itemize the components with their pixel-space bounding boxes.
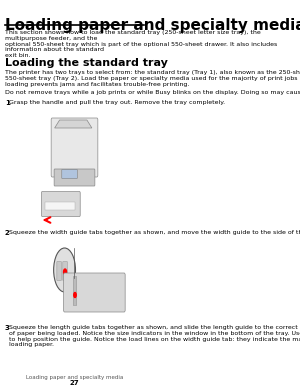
FancyBboxPatch shape (57, 262, 61, 281)
FancyBboxPatch shape (41, 192, 80, 217)
FancyBboxPatch shape (54, 169, 95, 186)
Text: Squeeze the length guide tabs together as shown, and slide the length guide to t: Squeeze the length guide tabs together a… (9, 325, 300, 347)
FancyBboxPatch shape (73, 277, 77, 305)
Circle shape (74, 293, 76, 298)
Text: 27: 27 (70, 380, 79, 386)
FancyBboxPatch shape (62, 170, 77, 178)
FancyBboxPatch shape (45, 202, 74, 210)
FancyBboxPatch shape (51, 118, 98, 177)
FancyBboxPatch shape (63, 262, 67, 281)
Text: Loading paper and specialty media: Loading paper and specialty media (5, 18, 300, 33)
Text: This section shows how to load the standard tray (250-sheet letter size tray), t: This section shows how to load the stand… (5, 30, 277, 58)
Text: The printer has two trays to select from: the standard tray (Tray 1), also known: The printer has two trays to select from… (5, 70, 300, 87)
FancyBboxPatch shape (64, 273, 125, 312)
Circle shape (64, 269, 67, 275)
Circle shape (54, 248, 76, 292)
Text: Squeeze the width guide tabs together as shown, and move the width guide to the : Squeeze the width guide tabs together as… (9, 230, 300, 235)
Text: Do not remove trays while a job prints or while Busy blinks on the display. Doin: Do not remove trays while a job prints o… (5, 90, 300, 95)
Text: Grasp the handle and pull the tray out. Remove the tray completely.: Grasp the handle and pull the tray out. … (9, 100, 225, 105)
Text: Loading paper and specialty media: Loading paper and specialty media (26, 375, 123, 380)
Polygon shape (55, 120, 92, 128)
Text: 3: 3 (5, 325, 10, 331)
Text: Loading the standard tray: Loading the standard tray (5, 58, 168, 68)
Text: 2: 2 (5, 230, 10, 236)
Text: 1: 1 (5, 100, 10, 106)
